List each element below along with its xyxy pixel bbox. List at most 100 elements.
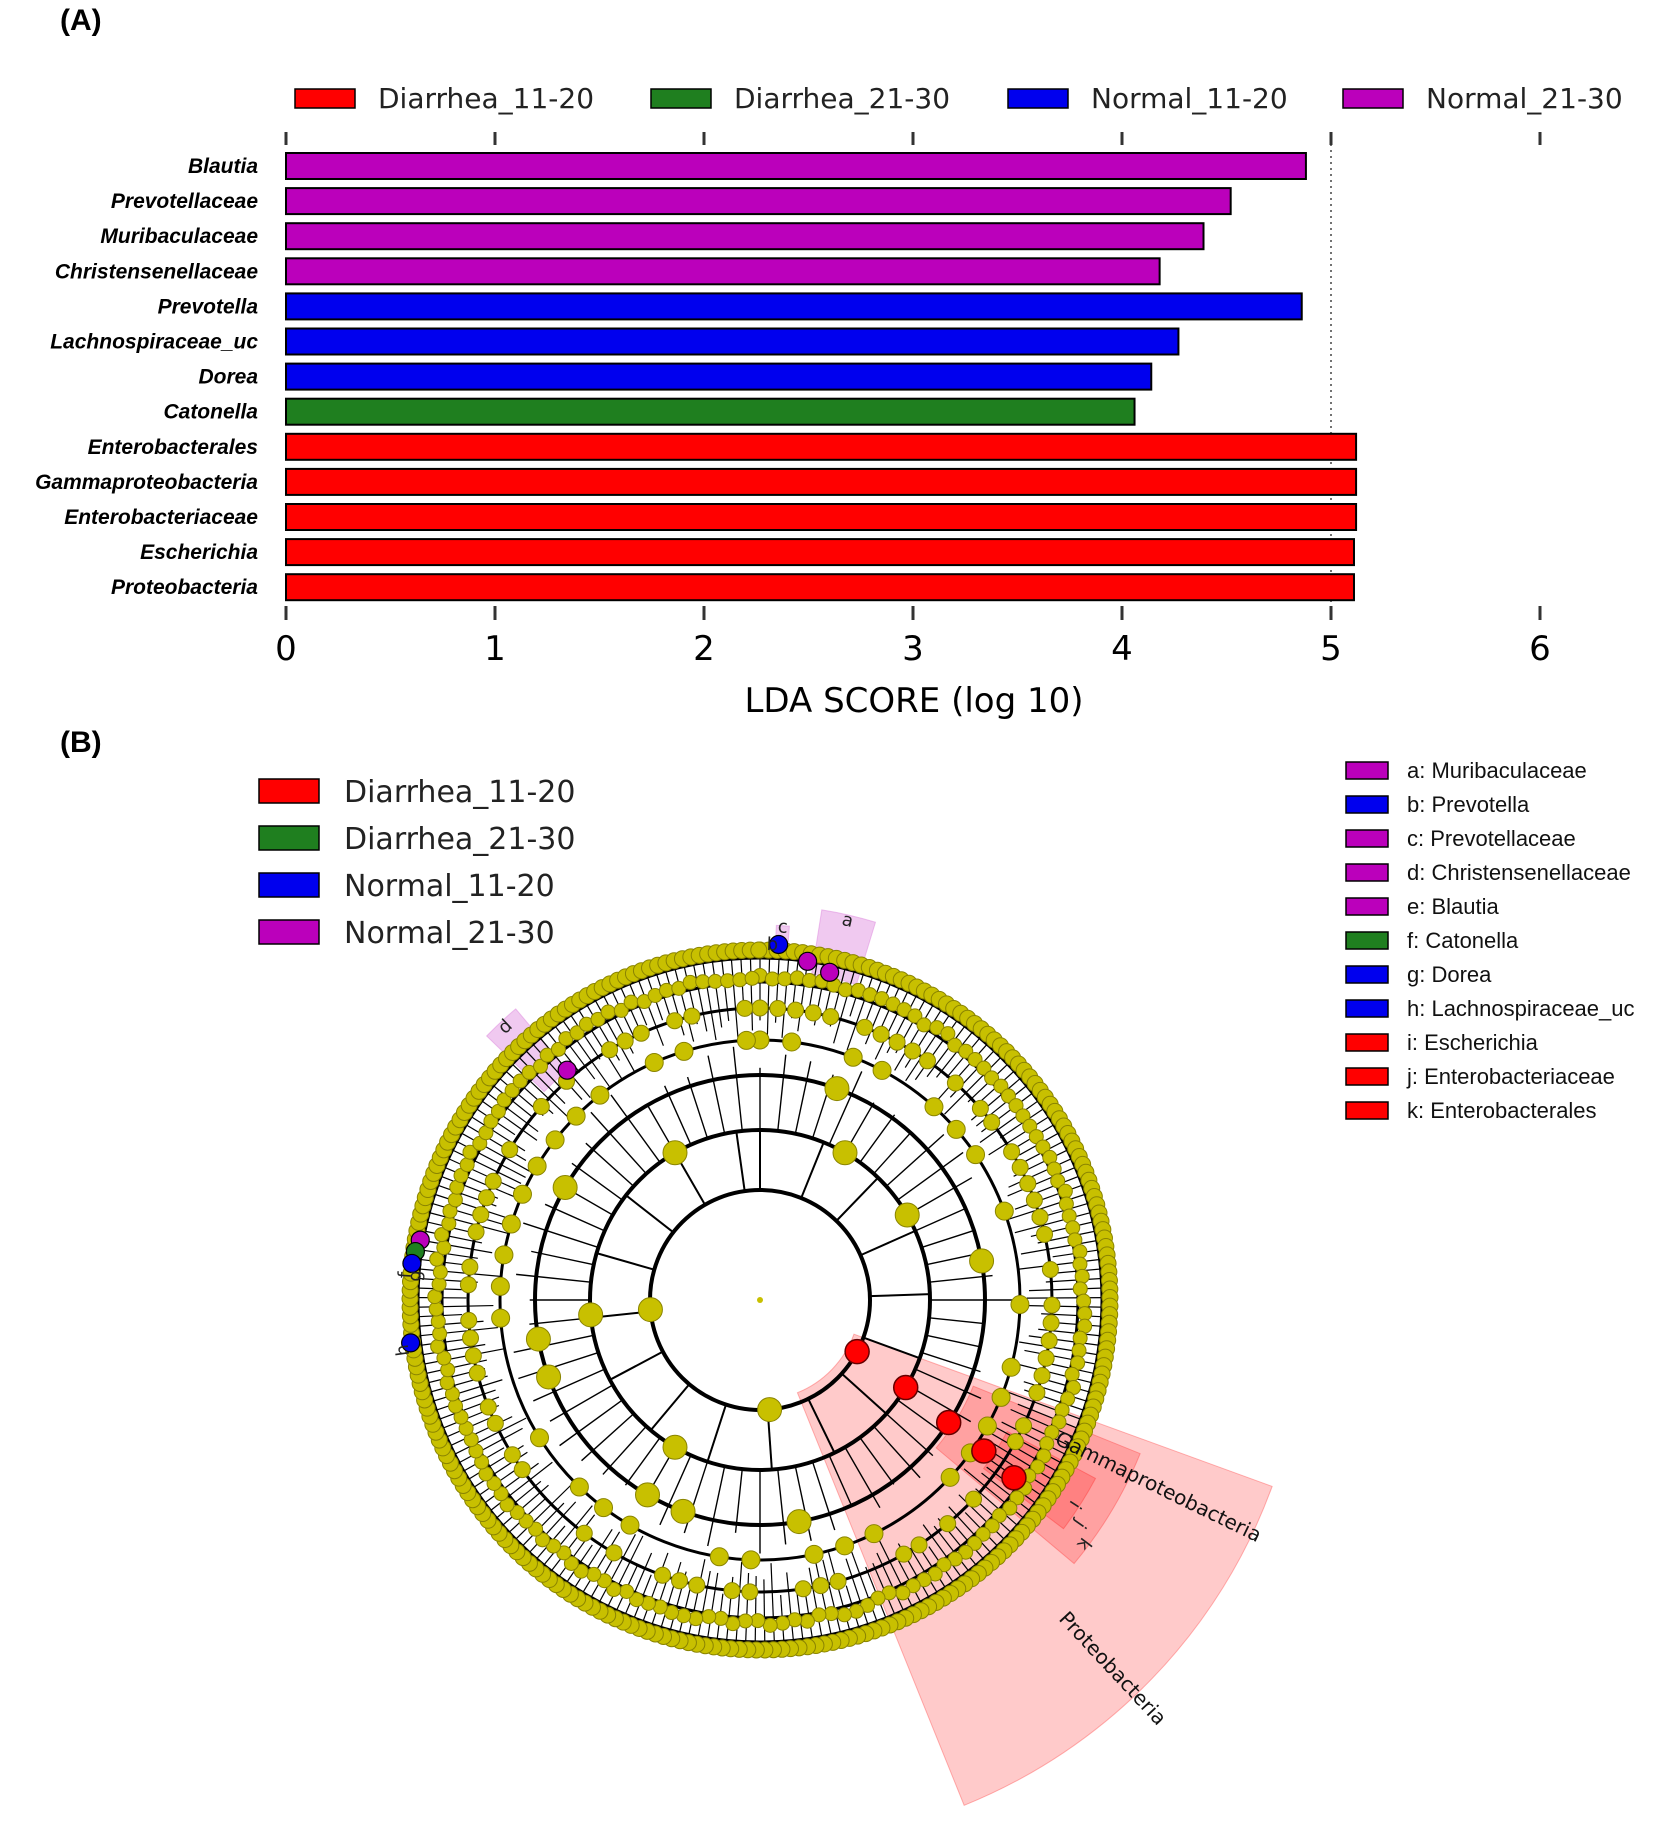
- node-ring-6: [940, 1026, 956, 1042]
- node-ring-5: [794, 1580, 812, 1598]
- branch-line: [859, 1114, 896, 1163]
- node-ring-6: [1051, 1414, 1067, 1430]
- branch-line: [1007, 1164, 1082, 1197]
- node-ring-6: [619, 1583, 635, 1599]
- clad-legend-label-diarrhea-21-30: Diarrhea_21-30: [344, 822, 575, 857]
- clad-legend-label-normal-11-20: Normal_11-20: [344, 869, 555, 904]
- node-biomarker-red: [1001, 1465, 1027, 1491]
- node-ring-6: [905, 1578, 921, 1594]
- key-swatch-f-catonella: [1345, 931, 1389, 950]
- branch-line: [926, 1021, 969, 1078]
- node-ring-5: [829, 1572, 847, 1590]
- x-axis-title: LDA SCORE (log 10): [744, 681, 1083, 721]
- node-ring-6: [895, 1585, 911, 1601]
- node-inner: [578, 1302, 604, 1328]
- node-ring-5: [983, 1113, 1001, 1131]
- branch-line: [609, 1350, 664, 1381]
- branch-line: [526, 1037, 583, 1100]
- node-ring-5: [946, 1074, 964, 1092]
- branch-line: [610, 1094, 661, 1163]
- node-ring-6: [659, 982, 675, 998]
- branch-line: [794, 1061, 812, 1134]
- node-inner: [969, 1248, 995, 1274]
- branch-line: [846, 970, 876, 1051]
- bar-label-blautia: Blautia: [188, 155, 258, 178]
- node-ring-5: [501, 1141, 519, 1159]
- node-ring-4: [736, 1030, 756, 1050]
- node-ring-4: [590, 1085, 610, 1105]
- node-letter-g: g: [404, 1269, 426, 1282]
- node-ring-4: [594, 1498, 614, 1518]
- node-ring-6: [1050, 1173, 1066, 1189]
- branch-line: [987, 1431, 1060, 1474]
- node-ring-5: [1042, 1314, 1060, 1332]
- bar-label-enterobacterales: Enterobacterales: [88, 436, 258, 459]
- node-inner: [824, 1076, 850, 1102]
- bar-label-gammaproteobacteria: Gammaproteobacteria: [35, 471, 258, 494]
- node-ring-6: [737, 1613, 753, 1629]
- node-ring-6: [837, 982, 853, 998]
- node-ring-5: [532, 1098, 550, 1116]
- key-swatch-k-enterobacterales: [1345, 1101, 1389, 1120]
- branch-line: [663, 1085, 692, 1145]
- node-ring-4: [490, 1276, 510, 1296]
- node-inner: [757, 1397, 783, 1423]
- node-ring-5: [1011, 1158, 1029, 1176]
- key-swatch-d-christensenellaceae: [1345, 863, 1389, 882]
- node-ring-6: [600, 1004, 616, 1020]
- key-swatch-c-prevotellaceae: [1345, 829, 1389, 848]
- node-ring-6: [430, 1338, 446, 1354]
- node-ring-6: [907, 1008, 923, 1024]
- x-tick-label-3: 3: [902, 629, 924, 669]
- node-ring-6: [533, 1058, 549, 1074]
- node-ring-6: [991, 1508, 1007, 1524]
- node-ring-6: [967, 1535, 983, 1551]
- bar-catonella: [285, 397, 1136, 426]
- node-ring-5: [804, 1004, 822, 1022]
- branch-line: [897, 1151, 964, 1201]
- branch-line: [537, 1505, 593, 1573]
- branch-line: [729, 948, 739, 1041]
- node-ring-5: [654, 1566, 672, 1584]
- node-ring-5: [1003, 1143, 1021, 1161]
- legend-label-diarrhea-21-30: Diarrhea_21-30: [734, 82, 950, 115]
- node-ring-6: [432, 1264, 448, 1280]
- node-ring-6: [713, 1610, 729, 1626]
- branch-line: [807, 1398, 836, 1454]
- node-ring-6: [688, 1611, 704, 1627]
- branch-line: [429, 1192, 511, 1220]
- node-ring-6: [623, 994, 639, 1010]
- node-root: [757, 1297, 763, 1303]
- key-swatch-g-dorea: [1345, 965, 1389, 984]
- node-ring-5: [472, 1206, 490, 1224]
- node-ring-6: [916, 1017, 932, 1033]
- clad-legend-swatch-normal-11-20: [258, 872, 320, 898]
- branch-line: [875, 1534, 916, 1612]
- key-label-c-prevotellaceae: c: Prevotellaceae: [1407, 826, 1576, 851]
- branch-line: [1020, 1238, 1107, 1255]
- node-ring-5: [468, 1364, 486, 1382]
- branch-line: [447, 1147, 522, 1184]
- branch-line: [506, 1058, 570, 1119]
- node-biomarker-red: [844, 1338, 870, 1365]
- node-ring-5: [736, 999, 754, 1017]
- node-ring-6: [459, 1157, 475, 1173]
- node-ring-5: [822, 1008, 840, 1026]
- node-inner: [552, 1175, 578, 1200]
- branch-line: [523, 1222, 599, 1249]
- branch-line: [424, 1210, 509, 1235]
- node-inner: [536, 1364, 562, 1390]
- branch-line: [828, 1455, 853, 1507]
- node-ring-6: [870, 1590, 886, 1606]
- branch-line: [1014, 1209, 1102, 1234]
- node-ring-6: [936, 1557, 952, 1573]
- branch-line: [1018, 1363, 1095, 1385]
- node-ring-5: [910, 1536, 928, 1554]
- lda-bar-chart: Diarrhea_11-20 Diarrhea_21-30 Normal_11-20…: [35, 82, 1623, 721]
- branch-line: [897, 1399, 946, 1435]
- node-ring-5: [459, 1276, 477, 1294]
- branch-line: [451, 1138, 526, 1178]
- node-ring-6: [590, 1011, 606, 1027]
- node-inner: [832, 1140, 858, 1166]
- node-letter-h: h: [392, 1343, 414, 1357]
